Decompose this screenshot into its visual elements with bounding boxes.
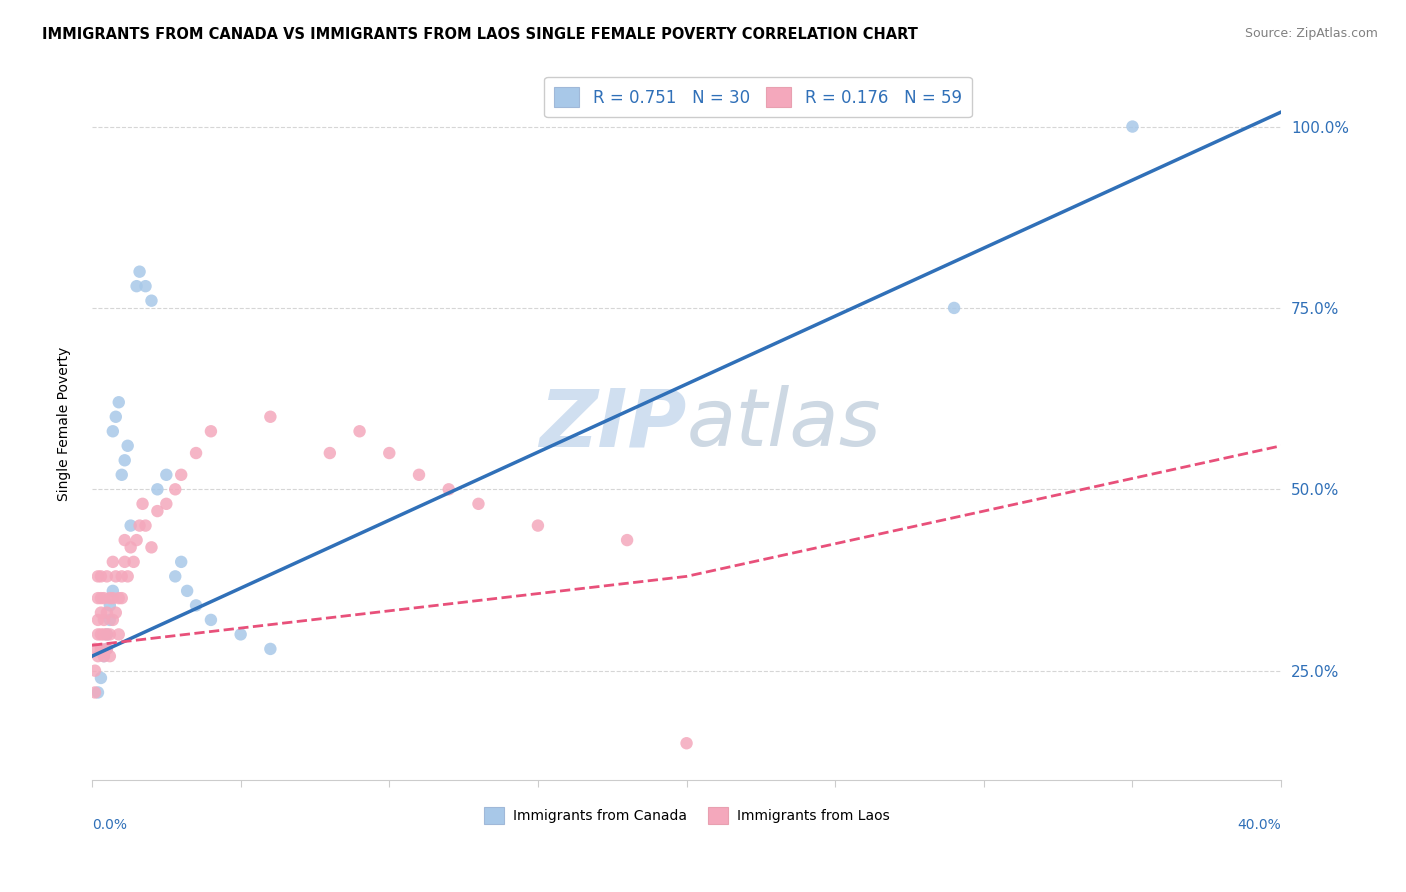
Immigrants from Canada <box>87 685 110 699</box>
Immigrants from Laos <box>87 627 110 641</box>
Immigrants from Laos <box>90 641 112 656</box>
Immigrants from Canada <box>98 613 121 627</box>
Immigrants from Laos <box>527 518 550 533</box>
Immigrants from Laos <box>93 649 115 664</box>
Immigrants from Laos <box>90 627 112 641</box>
Immigrants from Laos <box>122 555 145 569</box>
Immigrants from Laos <box>101 613 124 627</box>
Immigrants from Laos <box>87 591 110 606</box>
Immigrants from Canada <box>101 583 124 598</box>
Immigrants from Canada <box>141 293 163 308</box>
Immigrants from Canada <box>170 555 193 569</box>
Immigrants from Laos <box>96 569 118 583</box>
Immigrants from Canada <box>176 583 198 598</box>
Immigrants from Canada <box>104 409 127 424</box>
Immigrants from Canada <box>107 395 129 409</box>
Immigrants from Canada <box>90 671 112 685</box>
Immigrants from Laos <box>319 446 342 460</box>
Text: IMMIGRANTS FROM CANADA VS IMMIGRANTS FROM LAOS SINGLE FEMALE POVERTY CORRELATION: IMMIGRANTS FROM CANADA VS IMMIGRANTS FRO… <box>42 27 918 42</box>
Immigrants from Laos <box>101 591 124 606</box>
Immigrants from Laos <box>93 591 115 606</box>
Legend: Immigrants from Canada, Immigrants from Laos: Immigrants from Canada, Immigrants from … <box>478 801 896 830</box>
Immigrants from Laos <box>467 497 489 511</box>
Immigrants from Laos <box>84 664 107 678</box>
Immigrants from Canada <box>128 265 150 279</box>
Immigrants from Canada <box>114 453 136 467</box>
Immigrants from Laos <box>184 446 207 460</box>
Immigrants from Canada <box>200 613 222 627</box>
Immigrants from Laos <box>616 533 638 547</box>
Immigrants from Laos <box>104 569 127 583</box>
Immigrants from Laos <box>98 649 121 664</box>
Immigrants from Canada <box>117 439 139 453</box>
Immigrants from Canada <box>101 424 124 438</box>
Immigrants from Laos <box>120 541 142 555</box>
Immigrants from Canada <box>135 279 157 293</box>
Immigrants from Canada <box>120 518 142 533</box>
Immigrants from Canada <box>125 279 148 293</box>
Immigrants from Laos <box>125 533 148 547</box>
Immigrants from Laos <box>111 591 134 606</box>
Immigrants from Laos <box>93 627 115 641</box>
Immigrants from Laos <box>98 591 121 606</box>
Immigrants from Laos <box>135 518 157 533</box>
Immigrants from Laos <box>107 627 129 641</box>
Immigrants from Laos <box>165 483 187 497</box>
Immigrants from Laos <box>349 424 371 438</box>
Immigrants from Laos <box>87 649 110 664</box>
Immigrants from Laos <box>111 569 134 583</box>
Immigrants from Laos <box>408 467 430 482</box>
Immigrants from Laos <box>170 467 193 482</box>
Immigrants from Laos <box>90 569 112 583</box>
Immigrants from Laos <box>146 504 169 518</box>
Immigrants from Laos <box>90 606 112 620</box>
Immigrants from Laos <box>101 555 124 569</box>
Immigrants from Canada <box>165 569 187 583</box>
Immigrants from Laos <box>87 569 110 583</box>
Immigrants from Laos <box>93 613 115 627</box>
Immigrants from Canada <box>229 627 252 641</box>
Immigrants from Laos <box>131 497 153 511</box>
Text: 0.0%: 0.0% <box>91 818 127 832</box>
Immigrants from Laos <box>128 518 150 533</box>
Text: Source: ZipAtlas.com: Source: ZipAtlas.com <box>1244 27 1378 40</box>
Immigrants from Laos <box>437 483 460 497</box>
Immigrants from Laos <box>117 569 139 583</box>
Immigrants from Canada <box>111 467 134 482</box>
Immigrants from Laos <box>155 497 177 511</box>
Immigrants from Laos <box>90 591 112 606</box>
Immigrants from Canada <box>1121 120 1143 134</box>
Immigrants from Laos <box>114 533 136 547</box>
Text: atlas: atlas <box>686 385 882 463</box>
Immigrants from Canada <box>155 467 177 482</box>
Text: 40.0%: 40.0% <box>1237 818 1281 832</box>
Immigrants from Laos <box>96 606 118 620</box>
Immigrants from Canada <box>96 641 118 656</box>
Immigrants from Laos <box>141 541 163 555</box>
Immigrants from Laos <box>87 613 110 627</box>
Immigrants from Canada <box>943 301 966 315</box>
Immigrants from Laos <box>84 685 107 699</box>
Immigrants from Laos <box>675 736 697 750</box>
Immigrants from Canada <box>96 627 118 641</box>
Immigrants from Laos <box>107 591 129 606</box>
Immigrants from Laos <box>104 606 127 620</box>
Y-axis label: Single Female Poverty: Single Female Poverty <box>58 347 72 501</box>
Immigrants from Canada <box>184 599 207 613</box>
Immigrants from Laos <box>378 446 401 460</box>
Text: ZIP: ZIP <box>538 385 686 463</box>
Immigrants from Laos <box>114 555 136 569</box>
Immigrants from Laos <box>98 627 121 641</box>
Immigrants from Laos <box>96 641 118 656</box>
Immigrants from Laos <box>84 641 107 656</box>
Immigrants from Laos <box>259 409 281 424</box>
Immigrants from Laos <box>96 627 118 641</box>
Immigrants from Canada <box>259 641 281 656</box>
Immigrants from Canada <box>98 599 121 613</box>
Immigrants from Canada <box>93 649 115 664</box>
Immigrants from Laos <box>200 424 222 438</box>
Immigrants from Canada <box>146 483 169 497</box>
